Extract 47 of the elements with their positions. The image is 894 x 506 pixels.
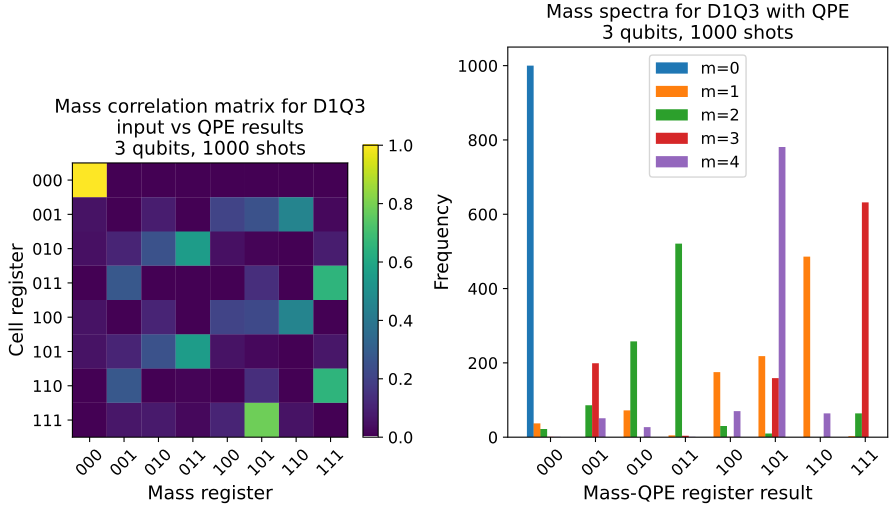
legend-label: m=4 bbox=[702, 156, 739, 168]
y-tick-label: 100 bbox=[34, 311, 62, 324]
y-tick-label: 011 bbox=[33, 277, 62, 290]
x-axis-title: Mass register bbox=[149, 484, 273, 504]
x-tick-label: 001 bbox=[580, 448, 608, 476]
x-tick-label: 101 bbox=[246, 448, 275, 476]
x-tick-label: 100 bbox=[716, 448, 744, 476]
y-tick-label: 000 bbox=[33, 174, 62, 186]
chart-title: Mass spectra for D1Q3 with QPE 3 qubits, 1000 shots bbox=[548, 3, 848, 43]
x-tick-label: 000 bbox=[74, 448, 103, 476]
legend-label: m=3 bbox=[702, 132, 738, 144]
y-axis-title: Cell register bbox=[8, 243, 27, 356]
color-bar-label: 0.8 bbox=[388, 198, 412, 210]
color-bar-label: 0.0 bbox=[388, 431, 412, 444]
x-axis-title: Mass-QPE register result bbox=[584, 484, 812, 504]
color-bar-label: 1.0 bbox=[390, 139, 412, 152]
x-tick-label: 110 bbox=[281, 448, 310, 476]
y-tick-label: 0 bbox=[488, 431, 498, 444]
color-bar-label: 0.6 bbox=[388, 256, 412, 268]
x-tick-label: 110 bbox=[805, 448, 834, 476]
y-tick-label: 111 bbox=[34, 414, 62, 426]
color-bar-label: 0.2 bbox=[388, 373, 412, 386]
legend-label: m=0 bbox=[702, 62, 739, 74]
y-tick-label: 101 bbox=[34, 346, 62, 358]
x-tick-label: 011 bbox=[670, 448, 698, 476]
y-tick-label: 800 bbox=[468, 134, 498, 146]
color-bar-label: 0.4 bbox=[388, 314, 412, 327]
y-tick-label: 001 bbox=[33, 208, 62, 221]
y-axis-title: Frequency bbox=[434, 194, 452, 289]
x-tick-label: 101 bbox=[760, 448, 788, 476]
chart-title: Mass correlation matrix for D1Q3 input vs QPE results 3 qubits, 1000 shots bbox=[56, 98, 364, 158]
x-tick-label: 100 bbox=[212, 448, 241, 476]
x-tick-label: 000 bbox=[535, 448, 564, 476]
y-tick-label: 200 bbox=[468, 357, 498, 370]
x-tick-label: 011 bbox=[178, 448, 206, 476]
y-tick-label: 400 bbox=[468, 282, 498, 295]
y-tick-label: 600 bbox=[468, 208, 498, 221]
x-tick-label: 010 bbox=[625, 448, 654, 476]
legend-label: m=2 bbox=[702, 108, 738, 120]
x-tick-label: 001 bbox=[108, 448, 138, 476]
x-tick-label: 111 bbox=[850, 448, 878, 476]
y-tick-label: 010 bbox=[33, 242, 62, 255]
y-tick-label: 1000 bbox=[459, 60, 498, 72]
x-tick-label: 111 bbox=[316, 448, 344, 476]
y-tick-label: 110 bbox=[34, 380, 62, 392]
x-tick-label: 010 bbox=[143, 448, 172, 476]
legend-label: m=1 bbox=[702, 85, 738, 98]
